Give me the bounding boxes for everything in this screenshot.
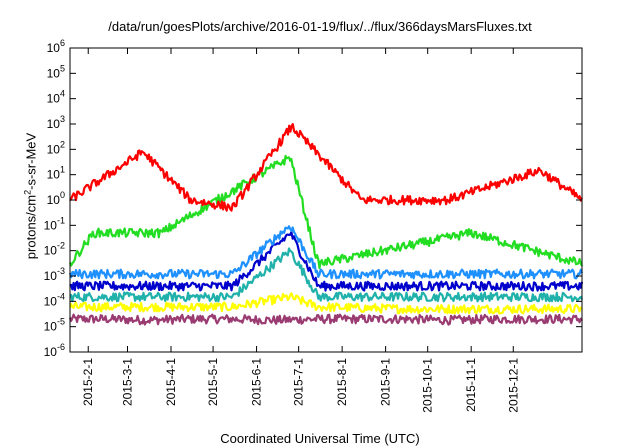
x-axis-label: Coordinated Universal Time (UTC) (220, 431, 420, 446)
y-tick-label: 104 (47, 89, 65, 106)
y-tick-label: 10-4 (44, 291, 65, 308)
series-line-1 (68, 292, 583, 315)
y-tick-label: 10-5 (44, 317, 65, 334)
y-tick-label: 10-6 (44, 342, 65, 359)
tick-layer: 10-6 10-5 10-4 10-3 10-2 10-1 100 101 102 103 104 1… (44, 38, 582, 413)
x-tick-label: 2015-8-1 (335, 358, 349, 406)
y-tick-label: 10-1 (44, 215, 65, 232)
x-tick-label: 2015-4-1 (164, 358, 178, 406)
series-line-6 (69, 123, 584, 212)
y-tick-label: 103 (47, 114, 65, 131)
x-tick-label: 2015-6-1 (250, 358, 264, 406)
x-tick-label: 2015-7-1 (292, 358, 306, 406)
x-tick-label: 2015-2-1 (81, 358, 95, 406)
x-tick-label: 2015-10-1 (421, 358, 435, 413)
x-tick-label: 2015-11-1 (464, 358, 478, 412)
series-line-4 (68, 225, 584, 280)
series-line-2 (69, 247, 583, 303)
series-line-0 (68, 313, 583, 326)
series-layer (68, 123, 584, 326)
y-tick-label: 102 (47, 139, 65, 156)
x-tick-label: 2015-9-1 (379, 358, 393, 406)
series-line-3 (69, 231, 584, 292)
series-line-5 (68, 154, 584, 270)
y-tick-label: 101 (47, 165, 65, 182)
y-tick-label: 106 (47, 38, 65, 55)
chart-title: /data/run/goesPlots/archive/2016-01-19/f… (108, 19, 532, 34)
x-tick-label: 2015-12-1 (506, 358, 520, 413)
y-tick-label: 100 (47, 190, 65, 207)
x-tick-label: 2015-3-1 (121, 358, 135, 406)
plot-frame (69, 47, 583, 353)
y-tick-label: 10-3 (44, 266, 65, 283)
y-tick-label: 10-2 (44, 241, 65, 258)
x-tick-label: 2015-5-1 (206, 358, 220, 406)
y-tick-label: 105 (47, 63, 65, 80)
